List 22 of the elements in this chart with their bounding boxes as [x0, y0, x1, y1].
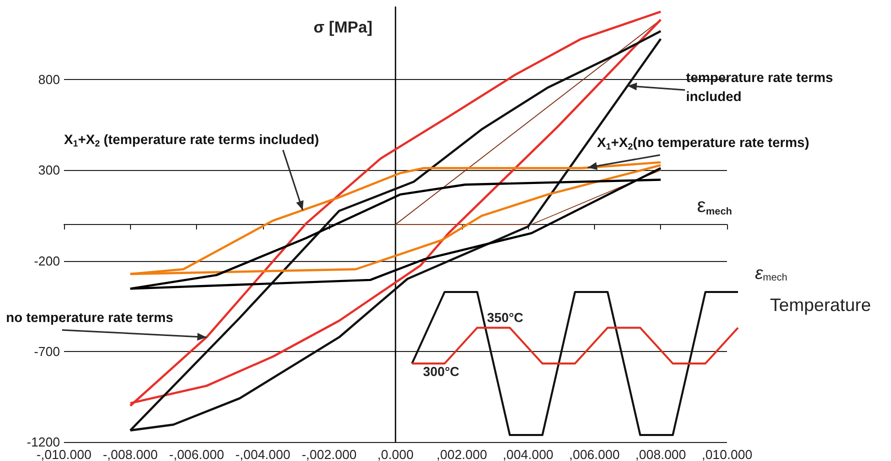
x-tick-label: -,004.000	[235, 447, 290, 461]
x-tick-label: ,002.000	[436, 447, 488, 461]
y-tick-label: -1200	[26, 434, 60, 450]
y-axis-title: σ [MPa]	[314, 20, 372, 36]
y-tick-label: 800	[38, 72, 60, 87]
x-tick-label: ,0.000	[377, 447, 414, 461]
annotation: 350°C	[487, 310, 524, 325]
y-tick-label: -200	[34, 253, 60, 268]
x-tick-label: ,004.000	[502, 447, 554, 461]
annotation: 300°C	[423, 364, 460, 379]
x-tick-label: ,006.000	[569, 447, 620, 461]
x-tick-label: -,002.000	[302, 447, 357, 461]
x-tick-label: ,010.000	[702, 447, 752, 461]
x-tick-label: -,008.000	[102, 447, 158, 461]
y-tick-label: -700	[34, 344, 60, 359]
x-tick-label: ,008.000	[635, 447, 686, 461]
annotation: temperature rate terms included	[686, 70, 837, 104]
annotation: no temperature rate terms	[6, 310, 174, 325]
x-tick-label: -,006.000	[169, 447, 224, 461]
x-tick-label: -,010.000	[36, 447, 92, 461]
text: Temperature	[770, 295, 872, 315]
y-tick-label: 300	[38, 162, 60, 178]
